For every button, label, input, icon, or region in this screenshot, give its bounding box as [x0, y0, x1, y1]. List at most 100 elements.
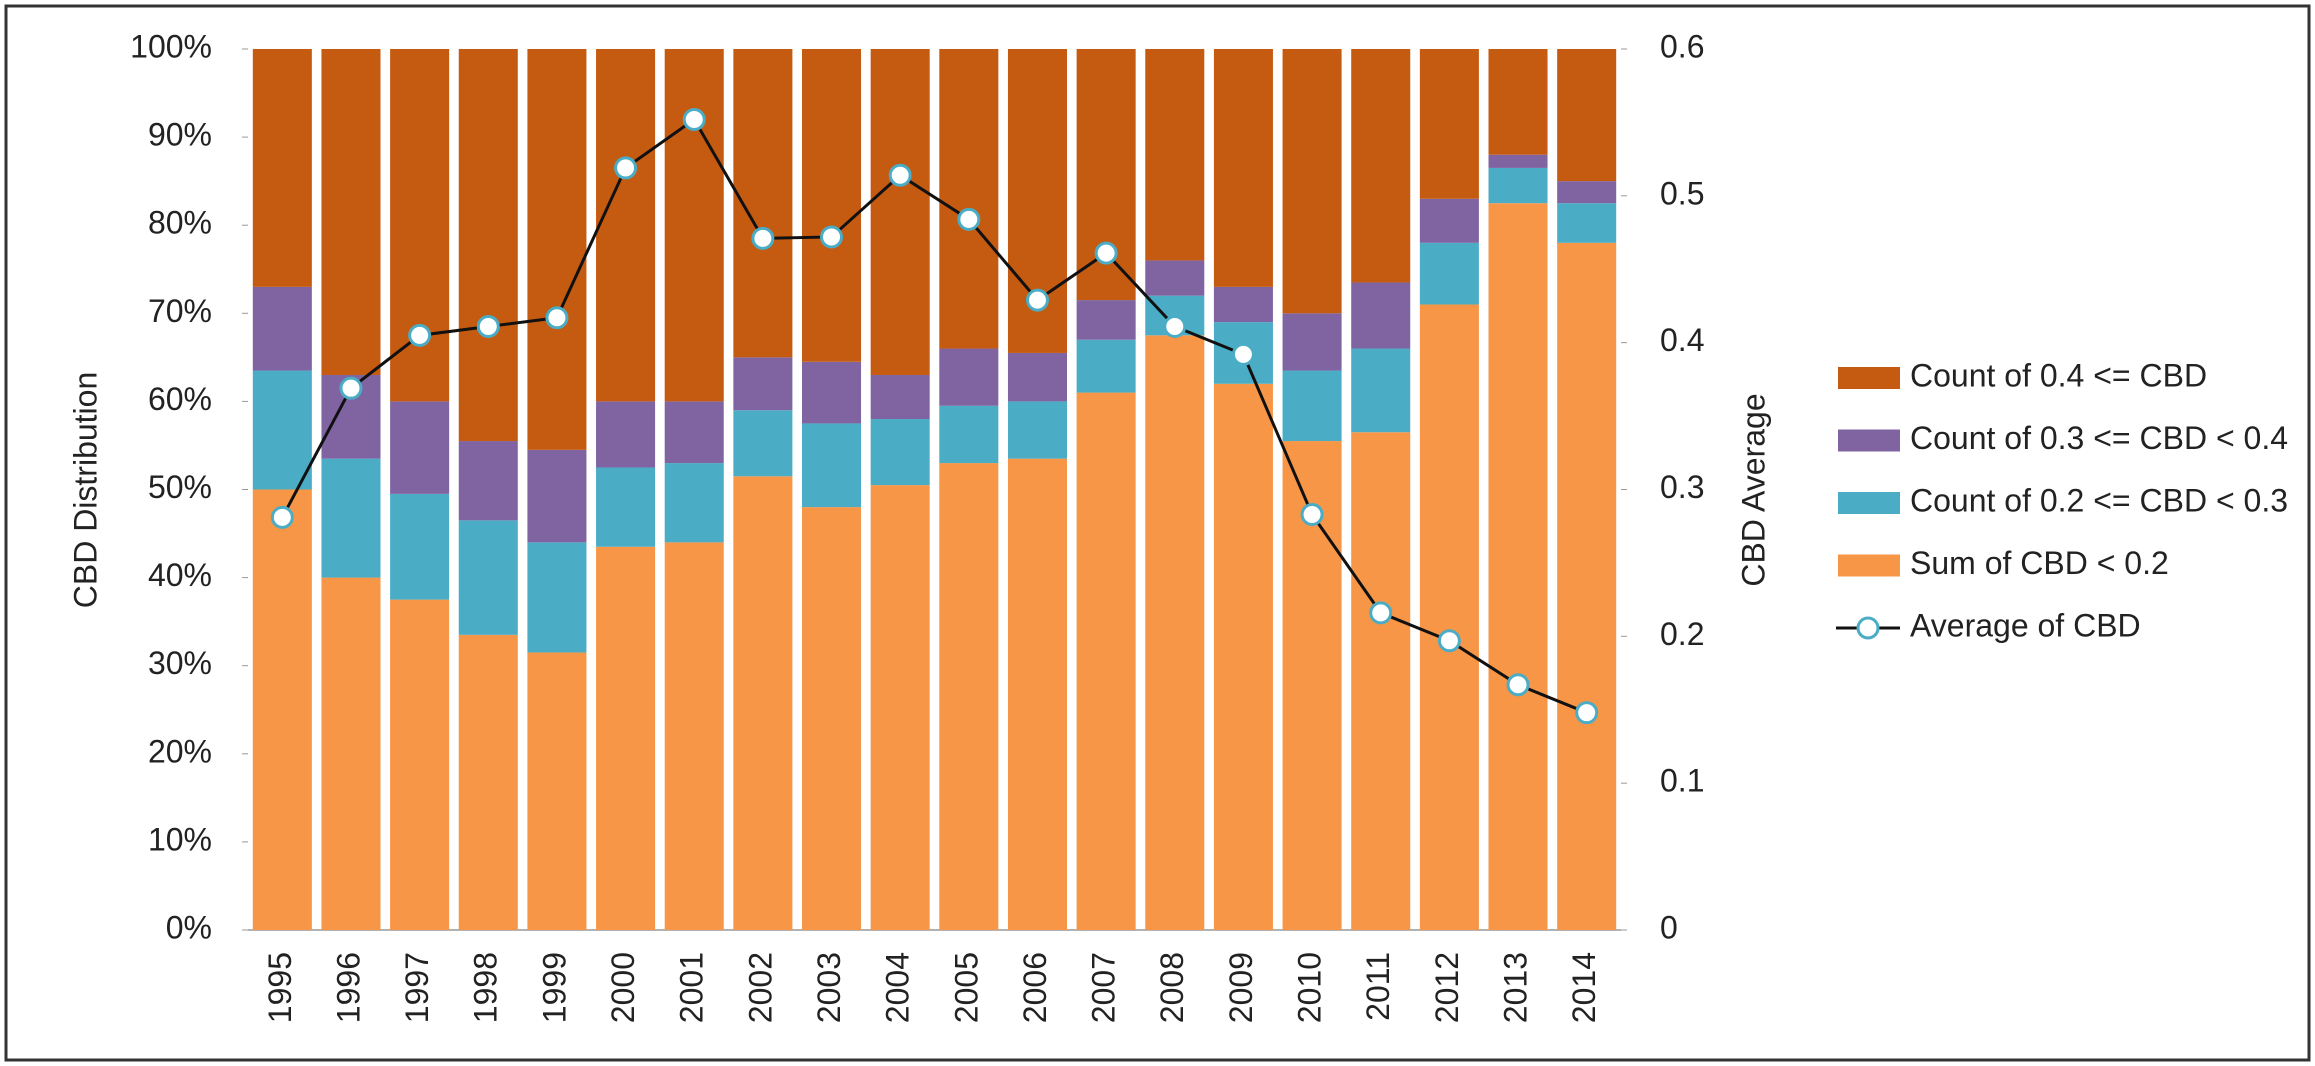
legend-label: Count of 0.2 <= CBD < 0.3 — [1910, 482, 2288, 518]
line-marker — [957, 207, 981, 231]
bar-segment — [939, 463, 999, 930]
x-tick-label: 2000 — [605, 952, 641, 1023]
legend-swatch — [1838, 429, 1900, 452]
bar-segment — [870, 485, 930, 930]
bar-segment — [596, 467, 656, 547]
bar-segment — [870, 374, 930, 420]
x-tick-label: 2009 — [1223, 952, 1259, 1023]
bar-segment — [1076, 300, 1136, 340]
x-tick-label: 2008 — [1154, 952, 1190, 1023]
bar-segment — [1007, 401, 1067, 459]
x-tick-label: 1996 — [330, 952, 366, 1023]
line-marker — [270, 505, 294, 529]
y2-axis-label: CBD Average — [1735, 393, 1771, 586]
bar-segment — [664, 49, 724, 402]
bar-segment — [1557, 203, 1617, 243]
line-marker — [682, 107, 706, 131]
y-tick-label: 10% — [148, 821, 212, 857]
y-tick-label: 80% — [148, 205, 212, 241]
bar-segment — [733, 357, 793, 411]
frame — [4, 4, 2311, 1062]
bar-segment — [802, 507, 862, 930]
bar-segment — [1351, 348, 1411, 433]
line-marker — [614, 156, 638, 180]
bar-segment — [1007, 458, 1067, 930]
line-marker — [1506, 673, 1530, 697]
line-marker — [1025, 288, 1049, 312]
legend-marker — [1856, 616, 1880, 640]
bar-segment — [1076, 392, 1136, 931]
bar-segment — [527, 652, 587, 930]
bar-segment — [390, 49, 450, 402]
bar-segment — [1145, 335, 1205, 930]
x-tick-label: 2010 — [1292, 952, 1328, 1023]
bar-segment — [1419, 198, 1479, 243]
x-tick-label: 1998 — [468, 952, 504, 1023]
bar-segment — [527, 449, 587, 543]
bar-segment — [870, 49, 930, 375]
bar-segment — [1557, 242, 1617, 930]
line-marker — [476, 315, 500, 339]
bar-segment — [939, 49, 999, 349]
bar-segment — [252, 489, 312, 930]
x-tick-label: 2002 — [742, 952, 778, 1023]
y-tick-label: 50% — [148, 469, 212, 505]
bar-segment — [596, 49, 656, 402]
x-tick-label: 1999 — [536, 952, 572, 1023]
line-marker — [1163, 315, 1187, 339]
bar-segment — [321, 458, 381, 578]
line-marker — [339, 376, 363, 400]
bar-segment — [1282, 313, 1342, 371]
bar-segment — [1419, 49, 1479, 199]
bar-segment — [458, 49, 518, 442]
bar-segment — [596, 401, 656, 468]
line-marker — [888, 163, 912, 187]
bar-segment — [939, 405, 999, 464]
x-tick-label: 2013 — [1497, 952, 1533, 1023]
bar-segment — [1557, 49, 1617, 182]
bar-segment — [390, 401, 450, 494]
y-tick-label: 0% — [166, 909, 212, 945]
bar-segment — [1488, 49, 1548, 155]
bar-segment — [870, 419, 930, 486]
bar-segment — [1213, 286, 1273, 323]
y2-tick-label: 0.3 — [1660, 469, 1704, 505]
legend-label: Average of CBD — [1910, 607, 2141, 643]
x-tick-label: 2001 — [674, 952, 710, 1023]
x-tick-label: 2007 — [1086, 952, 1122, 1023]
bar-segment — [802, 49, 862, 362]
x-tick-label: 2005 — [948, 952, 984, 1023]
bar-segment — [1419, 242, 1479, 305]
bar-segment — [1351, 432, 1411, 930]
bar-segment — [1488, 203, 1548, 931]
bar-segment — [1351, 49, 1411, 283]
bar-segment — [1488, 167, 1548, 204]
legend-swatch — [1838, 492, 1900, 514]
legend-swatch — [1838, 554, 1900, 577]
y-tick-label: 90% — [148, 117, 212, 153]
bar-segment — [1007, 352, 1067, 402]
y2-tick-label: 0.2 — [1660, 616, 1704, 652]
bar-segment — [1282, 49, 1342, 314]
y-tick-label: 70% — [148, 293, 212, 329]
bar-segment — [1213, 49, 1273, 287]
legend-label: Sum of CBD < 0.2 — [1910, 545, 2169, 581]
bar-segment — [390, 599, 450, 930]
bar-segment — [1557, 181, 1617, 204]
line-marker — [1369, 601, 1393, 625]
y-tick-label: 30% — [148, 645, 212, 681]
line-marker — [408, 323, 432, 347]
line-marker — [820, 225, 844, 249]
bar-segment — [802, 361, 862, 424]
bar-segment — [458, 441, 518, 521]
y-tick-label: 20% — [148, 733, 212, 769]
y-tick-label: 40% — [148, 557, 212, 593]
line-series — [281, 117, 1588, 715]
bar-segment — [1145, 49, 1205, 261]
line-marker — [751, 226, 775, 250]
bar-segment — [458, 520, 518, 635]
bar-segment — [321, 577, 381, 930]
x-tick-label: 2003 — [811, 952, 847, 1023]
legend-swatch — [1838, 367, 1900, 389]
